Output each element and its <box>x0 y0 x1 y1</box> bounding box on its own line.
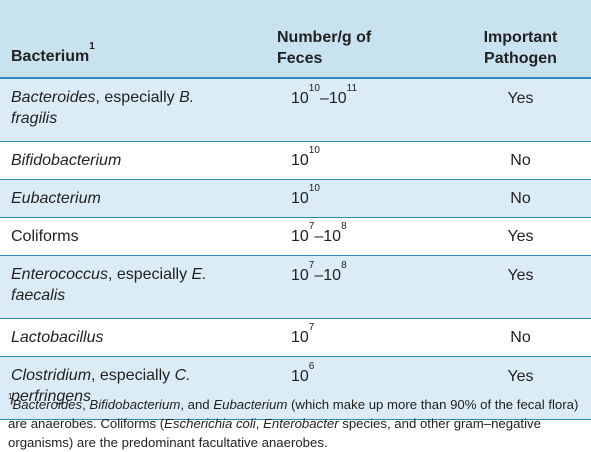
bacterium-cell: Lactobacillus <box>0 318 271 357</box>
count-cell: 107–108 <box>271 255 450 319</box>
table-row: Eubacterium 1010 No <box>0 179 591 218</box>
pathogen-cell: Yes <box>450 78 591 142</box>
header-bacterium: Bacterium1 <box>0 0 271 79</box>
table-row: Coliforms 107–108 Yes <box>0 217 591 256</box>
bacterium-cell: Bacteroides, especially B. fragilis <box>0 78 271 142</box>
pathogen-cell: No <box>450 318 591 357</box>
pathogen-cell: Yes <box>450 356 591 420</box>
table-row: Clostridium, especially C. perfringens 10… <box>0 356 591 420</box>
bacterium-cell: Clostridium, especially C. perfringens <box>0 356 271 420</box>
pathogen-cell: Yes <box>450 217 591 256</box>
bacterium-cell: Bifidobacterium <box>0 141 271 180</box>
count-cell: 106 <box>271 356 450 420</box>
bacterium-cell: Enterococcus, especially E. faecalis <box>0 255 271 319</box>
count-cell: 1010 <box>271 179 450 218</box>
count-cell: 1010–1011 <box>271 78 450 142</box>
pathogen-cell: Yes <box>450 255 591 319</box>
bacterium-cell: Coliforms <box>0 217 271 256</box>
header-important-pathogen: Important Pathogen <box>450 0 591 79</box>
table-footnote: 1Bacteroides, Bifidobacterium, and Eubac… <box>8 392 579 450</box>
bacteria-table-container: Bacterium1 Number/g of Feces Important Pat… <box>0 0 591 420</box>
pathogen-cell: No <box>450 141 591 180</box>
table-header-row: Bacterium1 Number/g of Feces Important Pat… <box>0 0 591 79</box>
pathogen-cell: No <box>450 179 591 218</box>
count-cell: 107 <box>271 318 450 357</box>
header-number-per-gram: Number/g of Feces <box>271 0 450 79</box>
table-row: Bacteroides, especially B. fragilis 1010–… <box>0 78 591 142</box>
count-cell: 1010 <box>271 141 450 180</box>
bacterium-cell: Eubacterium <box>0 179 271 218</box>
fecal-bacteria-table: Bacterium1 Number/g of Feces Important Pat… <box>0 0 591 420</box>
table-row: Enterococcus, especially E. faecalis 107–… <box>0 255 591 319</box>
table-row: Lactobacillus 107 No <box>0 318 591 357</box>
table-row: Bifidobacterium 1010 No <box>0 141 591 180</box>
count-cell: 107–108 <box>271 217 450 256</box>
